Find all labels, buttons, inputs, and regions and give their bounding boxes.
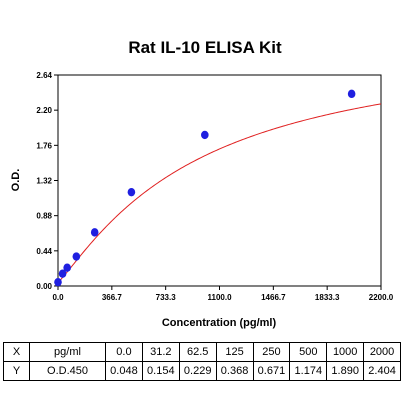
x-tick-label: 0.0 (52, 293, 64, 302)
data-point (201, 130, 209, 140)
x-axis: 0.0 366.7 733.3 1100.0 1466.7 1833.3 2200.0 (52, 286, 394, 302)
table-cell-value: 1.890 (326, 361, 365, 381)
table-cell-value: 250 (252, 342, 291, 362)
data-point (90, 228, 99, 237)
y-tick-label: 1.32 (36, 177, 52, 186)
table-cell-value: 1.174 (289, 361, 328, 381)
y-tick-label: 2.20 (36, 106, 52, 115)
table-cell-value: 0.229 (178, 361, 217, 381)
y-tick-label: 2.64 (36, 71, 52, 80)
y-axis: 0.00 0.44 0.88 1.32 1.76 2.20 2.64 (36, 71, 58, 291)
data-point (63, 263, 71, 272)
table-cell-value: 0.154 (141, 361, 180, 381)
chart-title: Rat IL-10 ELISA Kit (128, 38, 282, 57)
data-point (127, 187, 136, 197)
table-row: Y O.D.450 0.048 0.154 0.229 0.368 0.671 1.174 1.… (3, 361, 401, 381)
plot-frame (57, 74, 382, 287)
data-point (54, 277, 62, 287)
y-tick-label: 0.44 (36, 247, 52, 256)
y-tick-label: 1.76 (36, 141, 52, 150)
table-cell-unit: pg/ml (29, 342, 106, 362)
table-cell-value: 0.368 (215, 361, 254, 381)
x-tick-label: 1466.7 (261, 293, 286, 302)
x-tick-label: 733.3 (156, 293, 177, 302)
table-cell-value: 500 (289, 342, 328, 362)
table-cell-head: Y (3, 361, 30, 381)
y-axis-label: O.D. (10, 169, 22, 192)
x-tick-label: 1833.3 (315, 293, 340, 302)
data-points (54, 89, 356, 287)
x-axis-label: Concentration (pg/ml) (162, 317, 277, 329)
data-point (72, 252, 81, 261)
data-point (58, 269, 67, 278)
fit-curve (57, 103, 382, 283)
table-cell-value: 0.671 (252, 361, 291, 381)
table-cell-value: 1000 (326, 342, 365, 362)
y-tick-label: 0.00 (36, 282, 52, 291)
table-cell-value: 0.048 (105, 361, 143, 381)
table-cell-unit: O.D.450 (29, 361, 106, 381)
table-cell-value: 2000 (363, 342, 401, 362)
table-cell-value: 2.404 (363, 361, 401, 381)
chart: Rat IL-10 ELISA Kit 0.00 0.44 0.88 1.32 1.76… (10, 38, 394, 329)
table-cell-value: 0.0 (105, 342, 143, 362)
table-cell-value: 62.5 (178, 342, 217, 362)
table-cell-value: 31.2 (141, 342, 180, 362)
table-cell-value: 125 (215, 342, 254, 362)
x-tick-label: 2200.0 (369, 293, 394, 302)
x-tick-label: 366.7 (102, 293, 123, 302)
x-tick-label: 1100.0 (207, 293, 232, 302)
data-point (347, 89, 356, 99)
table-cell-head: X (3, 342, 30, 362)
y-tick-label: 0.88 (36, 212, 52, 221)
